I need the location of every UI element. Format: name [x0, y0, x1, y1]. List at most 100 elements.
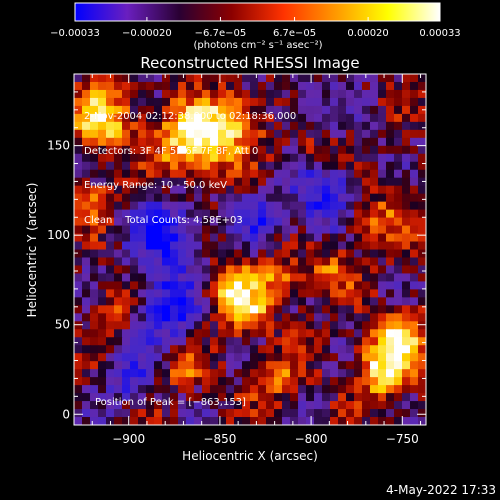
heatmap-cell: [210, 97, 219, 107]
heatmap-cell: [346, 74, 355, 83]
heatmap-cell: [258, 241, 267, 251]
heatmap-cell: [402, 81, 411, 91]
heatmap-cell: [266, 313, 275, 322]
heatmap-cell: [154, 113, 163, 123]
heatmap-cell: [290, 265, 299, 275]
heatmap-cell: [130, 193, 139, 203]
heatmap-cell: [362, 337, 371, 346]
heatmap-cell: [330, 89, 339, 99]
heatmap-cell: [194, 105, 203, 115]
heatmap-cell: [410, 105, 419, 115]
heatmap-cell: [162, 369, 171, 378]
heatmap-cell: [258, 161, 267, 171]
heatmap-cell: [258, 137, 267, 147]
heatmap-cell: [266, 417, 275, 425]
heatmap-cell: [170, 313, 179, 322]
heatmap-cell: [378, 345, 387, 354]
heatmap-cell: [98, 105, 107, 115]
heatmap-cell: [202, 417, 211, 425]
heatmap-cell: [178, 369, 187, 378]
heatmap-cell: [274, 209, 283, 219]
heatmap-cell: [346, 225, 355, 235]
heatmap-cell: [106, 81, 115, 91]
heatmap-cell: [178, 193, 187, 203]
heatmap-cell: [322, 129, 331, 139]
heatmap-cell: [298, 74, 307, 83]
heatmap-cell: [274, 409, 283, 418]
heatmap-cell: [178, 329, 187, 338]
heatmap-cell: [266, 305, 275, 314]
heatmap-cell: [138, 337, 147, 346]
heatmap-cell: [322, 289, 331, 298]
heatmap-cell: [386, 417, 395, 425]
heatmap-cell: [162, 297, 171, 306]
heatmap-cell: [234, 313, 243, 322]
heatmap-cell: [282, 177, 291, 187]
heatmap-cell: [146, 169, 155, 179]
heatmap-cell: [354, 353, 363, 362]
heatmap-cell: [418, 289, 426, 298]
heatmap-cell: [82, 193, 91, 203]
heatmap-cell: [202, 257, 211, 267]
heatmap-cell: [354, 74, 363, 83]
heatmap-cell: [418, 233, 426, 243]
heatmap-cell: [106, 97, 115, 107]
heatmap-cell: [330, 241, 339, 251]
heatmap-cell: [114, 353, 123, 362]
heatmap-cell: [146, 105, 155, 115]
heatmap-cell: [186, 305, 195, 314]
heatmap-cell: [346, 121, 355, 131]
heatmap-cell: [250, 209, 259, 219]
heatmap-cell: [306, 233, 315, 243]
heatmap-cell: [210, 169, 219, 179]
heatmap-cell: [378, 113, 387, 123]
heatmap-cell: [362, 345, 371, 354]
heatmap-cell: [82, 137, 91, 147]
heatmap-cell: [130, 113, 139, 123]
heatmap-cell: [202, 113, 211, 123]
heatmap-cell: [74, 137, 83, 147]
heatmap-cell: [178, 161, 187, 171]
heatmap-cell: [290, 273, 299, 283]
heatmap-cell: [90, 129, 99, 139]
heatmap-cell: [282, 209, 291, 219]
heatmap-cell: [258, 249, 267, 259]
heatmap-cell: [282, 313, 291, 322]
heatmap-cell: [170, 81, 179, 91]
heatmap-cell: [74, 201, 83, 211]
heatmap-cell: [234, 281, 243, 290]
heatmap-cell: [330, 297, 339, 306]
heatmap-cell: [82, 145, 91, 155]
heatmap-cell: [138, 409, 147, 418]
heatmap-cell: [74, 401, 83, 410]
heatmap-cell: [258, 225, 267, 235]
heatmap-cell: [386, 169, 395, 179]
heatmap-cell: [226, 89, 235, 99]
heatmap-cell: [170, 153, 179, 163]
heatmap-cell: [338, 385, 347, 394]
heatmap-cell: [338, 113, 347, 123]
heatmap-cell: [226, 121, 235, 131]
heatmap-cell: [266, 137, 275, 147]
heatmap-cell: [82, 153, 91, 163]
heatmap-cell: [394, 313, 403, 322]
heatmap-cell: [74, 377, 83, 386]
heatmap-cell: [226, 257, 235, 267]
heatmap-cell: [282, 113, 291, 123]
heatmap-cell: [402, 297, 411, 306]
heatmap-cell: [250, 401, 259, 410]
heatmap-cell: [226, 401, 235, 410]
heatmap-cell: [186, 97, 195, 107]
heatmap-cell: [346, 361, 355, 370]
heatmap-cell: [346, 297, 355, 306]
heatmap-cell: [138, 137, 147, 147]
heatmap-cell: [298, 97, 307, 107]
heatmap-cell: [218, 129, 227, 139]
heatmap-cell: [242, 177, 251, 187]
heatmap-cell: [114, 113, 123, 123]
heatmap-cell: [314, 329, 323, 338]
heatmap-cell: [362, 81, 371, 91]
heatmap-cell: [418, 217, 426, 227]
heatmap-cell: [306, 345, 315, 354]
heatmap-cell: [114, 185, 123, 195]
